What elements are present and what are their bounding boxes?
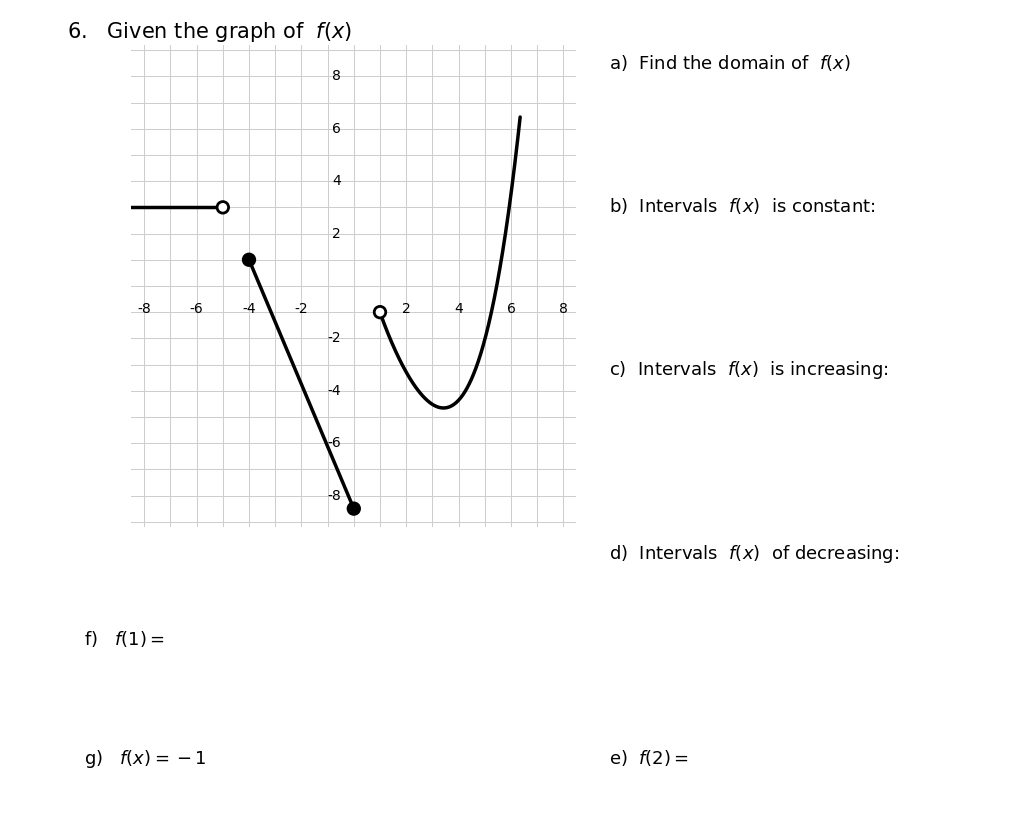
- Text: 4: 4: [455, 301, 463, 315]
- Circle shape: [348, 503, 359, 515]
- Text: -8: -8: [327, 489, 341, 502]
- Text: 4: 4: [332, 174, 341, 188]
- Circle shape: [217, 202, 228, 213]
- Text: 6.   Given the graph of  $f(x)$: 6. Given the graph of $f(x)$: [67, 20, 351, 44]
- Circle shape: [374, 306, 386, 318]
- Text: -6: -6: [189, 301, 204, 315]
- Text: 2: 2: [332, 226, 341, 240]
- Text: g)   $f(x) = -1$: g) $f(x) = -1$: [84, 748, 207, 770]
- Text: 6: 6: [332, 122, 341, 136]
- Text: -2: -2: [327, 332, 341, 346]
- Circle shape: [244, 254, 255, 266]
- Text: -4: -4: [243, 301, 256, 315]
- Text: -8: -8: [137, 301, 152, 315]
- Text: -6: -6: [327, 436, 341, 450]
- Text: b)  Intervals  $f(x)$  is constant:: b) Intervals $f(x)$ is constant:: [609, 196, 876, 216]
- Text: c)  Intervals  $f(x)$  is increasing:: c) Intervals $f(x)$ is increasing:: [609, 359, 889, 382]
- Text: d)  Intervals  $f(x)$  of decreasing:: d) Intervals $f(x)$ of decreasing:: [609, 543, 900, 565]
- Text: 8: 8: [332, 69, 341, 83]
- Text: 6: 6: [507, 301, 515, 315]
- Text: -2: -2: [295, 301, 308, 315]
- Text: -4: -4: [327, 384, 341, 398]
- Text: f)   $f(1) =$: f) $f(1) =$: [84, 629, 165, 649]
- Text: 2: 2: [401, 301, 411, 315]
- Text: 8: 8: [559, 301, 567, 315]
- Text: e)  $f(2) =$: e) $f(2) =$: [609, 748, 689, 767]
- Text: a)  Find the domain of  $f(x)$: a) Find the domain of $f(x)$: [609, 53, 851, 73]
